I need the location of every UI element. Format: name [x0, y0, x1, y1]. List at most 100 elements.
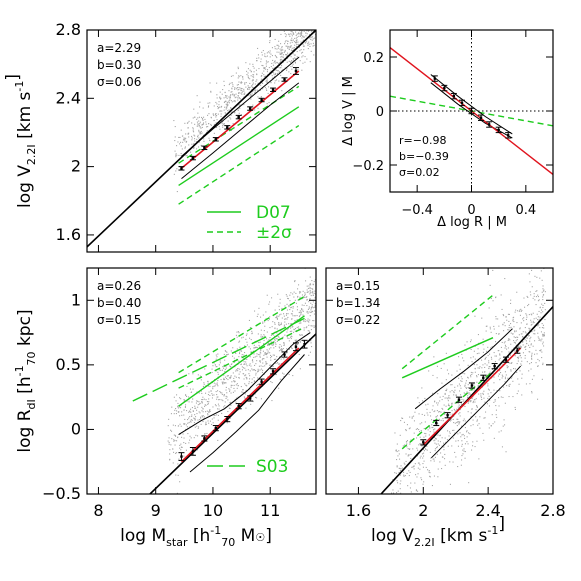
scatter-point — [248, 364, 250, 366]
scatter-point — [261, 75, 263, 77]
scatter-point — [262, 350, 264, 352]
scatter-point — [312, 307, 314, 309]
scatter-point — [215, 101, 217, 103]
scatter-point — [293, 25, 294, 26]
scatter-point — [486, 374, 488, 376]
scatter-point — [504, 325, 506, 327]
scatter-point — [252, 361, 254, 363]
scatter-point — [175, 154, 177, 156]
scatter-point — [292, 326, 294, 328]
scatter-point — [294, 299, 296, 301]
scatter-point — [184, 139, 186, 141]
scatter-point — [237, 99, 239, 101]
scatter-point — [439, 461, 441, 463]
scatter-point — [287, 43, 289, 45]
scatter-point — [300, 291, 302, 293]
scatter-point — [428, 470, 430, 472]
scatter-point — [451, 390, 453, 392]
envelope-lower-line — [189, 354, 305, 473]
scatter-point — [528, 335, 530, 337]
scatter-point — [426, 445, 428, 447]
scatter-point — [305, 35, 307, 37]
scatter-point — [279, 53, 281, 55]
scatter-point — [237, 77, 239, 79]
scatter-point — [191, 137, 193, 139]
scatter-point — [211, 423, 213, 425]
scatter-point — [514, 408, 516, 410]
scatter-point — [251, 382, 253, 384]
scatter-point — [176, 440, 178, 442]
scatter-point — [235, 88, 237, 90]
scatter-point — [236, 116, 238, 118]
scatter-point — [244, 82, 246, 84]
scatter-point — [264, 353, 266, 355]
scatter-point — [202, 411, 204, 413]
scatter-point — [280, 322, 282, 324]
scatter-point — [506, 319, 508, 321]
x-tick-label: 11 — [260, 501, 280, 520]
scatter-point — [506, 365, 508, 367]
scatter-point — [401, 417, 403, 419]
scatter-point — [167, 425, 169, 427]
scatter-point — [457, 440, 459, 442]
scatter-point — [294, 54, 296, 56]
scatter-point — [252, 401, 254, 403]
scatter-point — [522, 341, 524, 343]
scatter-point — [279, 67, 281, 69]
scatter-point — [310, 340, 312, 342]
scatter-point — [278, 51, 280, 53]
scatter-point — [242, 373, 244, 375]
scatter-point — [266, 55, 268, 57]
scatter-point — [507, 329, 509, 331]
scatter-point — [230, 94, 232, 96]
scatter-point — [408, 448, 410, 450]
scatter-point — [273, 342, 275, 344]
scatter-point — [270, 354, 272, 356]
scatter-point — [309, 276, 311, 278]
scatter-point — [523, 320, 525, 322]
scatter-point — [175, 153, 177, 155]
scatter-point — [539, 306, 541, 308]
scatter-point — [202, 119, 204, 121]
scatter-point — [193, 143, 195, 145]
scatter-point — [240, 75, 242, 77]
scatter-point — [290, 45, 292, 47]
scatter-point — [219, 360, 221, 362]
scatter-point — [282, 336, 284, 338]
scatter-point — [283, 344, 285, 346]
scatter-point — [305, 296, 307, 298]
scatter-point — [265, 68, 267, 70]
scatter-point — [244, 383, 246, 385]
scatter-point — [274, 335, 276, 337]
scatter-point — [448, 373, 450, 375]
scatter-point — [304, 294, 306, 296]
scatter-point — [267, 342, 269, 344]
scatter-point — [225, 96, 227, 98]
scatter-point — [434, 401, 436, 403]
scatter-point — [284, 41, 286, 43]
scatter-point — [517, 358, 519, 360]
scatter-point — [484, 363, 486, 365]
scatter-point — [417, 397, 419, 399]
scatter-point — [290, 323, 292, 325]
scatter-point — [217, 403, 219, 405]
scatter-point — [202, 399, 204, 401]
scatter-point — [413, 465, 415, 467]
scatter-point — [316, 18, 317, 19]
scatter-point — [544, 319, 546, 321]
scatter-point — [229, 99, 231, 101]
scatter-point — [251, 378, 253, 380]
scatter-point — [238, 377, 240, 379]
scatter-point — [275, 69, 277, 71]
scatter-point — [523, 297, 525, 299]
scatter-point — [281, 349, 283, 351]
scatter-point — [232, 75, 234, 77]
scatter-point — [519, 370, 521, 372]
scatter-point — [195, 402, 197, 404]
scatter-point — [516, 371, 518, 373]
scatter-point — [432, 374, 434, 376]
axis-label-part: [h — [15, 376, 35, 399]
scatter-point — [171, 438, 173, 440]
scatter-point — [307, 320, 309, 322]
axis-label-part: -1 — [13, 365, 26, 376]
